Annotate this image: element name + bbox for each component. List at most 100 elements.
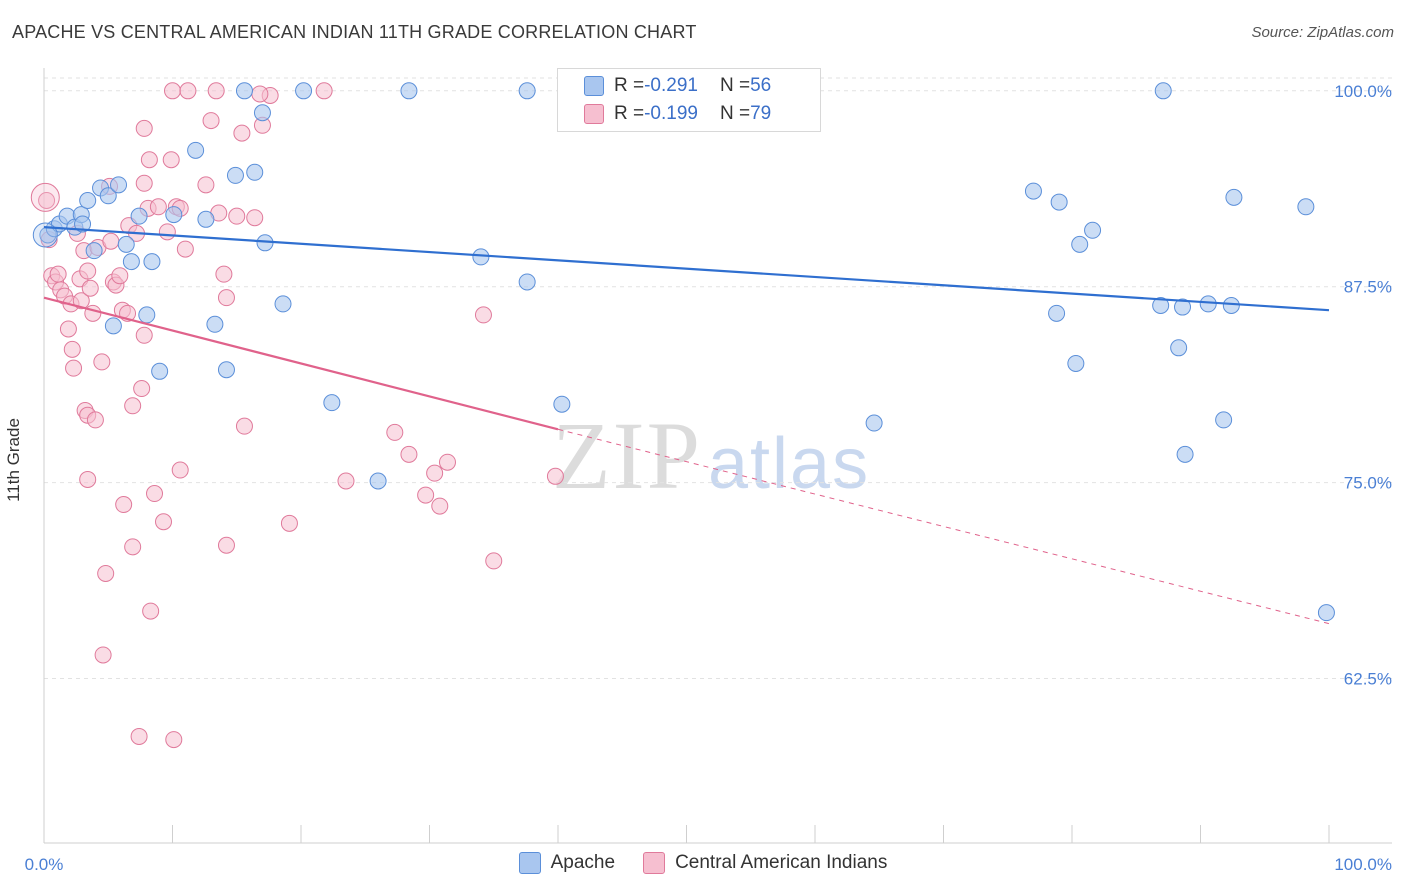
legend-apache-label: Apache	[550, 852, 616, 873]
cai-point	[217, 536, 235, 554]
apache-point	[138, 306, 156, 324]
apache-point	[1048, 304, 1066, 322]
cai-point	[474, 306, 492, 324]
y-tick-label: 100.0%	[1334, 82, 1392, 101]
legend-row-apache: R = -0.291 N = 56	[584, 73, 771, 99]
cai-point	[65, 359, 83, 377]
apache-point	[104, 317, 122, 335]
legend-apache-swatch	[518, 852, 541, 874]
apache-point	[79, 192, 97, 209]
apache-point	[246, 163, 264, 181]
legend-item-apache[interactable]: Apache	[518, 852, 616, 874]
cai-point	[135, 326, 153, 344]
source-credit: Source: ZipAtlas.com	[1251, 24, 1394, 41]
cai-point	[228, 207, 246, 225]
apache-n-label: N =	[719, 75, 751, 96]
cai-point	[86, 411, 104, 429]
cai-point	[233, 124, 251, 142]
cai-point	[124, 538, 142, 556]
apache-point	[1174, 298, 1192, 316]
cai-point	[217, 289, 235, 307]
apache-n-value: 56	[750, 75, 772, 96]
cai-point	[400, 445, 418, 463]
apache-r-label: R =	[614, 75, 645, 96]
cai-point	[79, 262, 97, 280]
cai-point	[111, 267, 129, 285]
apache-point	[369, 472, 387, 490]
apache-point	[99, 187, 117, 205]
x-tick-label: 0.0%	[25, 855, 64, 874]
apache-point	[274, 295, 292, 313]
apache-point	[295, 82, 313, 100]
cai-point	[155, 513, 173, 531]
cai-point	[485, 552, 503, 570]
apache-point	[1297, 198, 1315, 216]
cai-point	[149, 198, 167, 216]
apache-point	[1050, 193, 1068, 211]
apache-point	[323, 394, 341, 412]
apache-point	[518, 82, 536, 100]
apache-point	[151, 362, 169, 380]
cai-n-label: N =	[719, 103, 751, 124]
cai-point	[176, 240, 194, 258]
cai-point	[38, 192, 56, 209]
apache-point	[1215, 411, 1233, 429]
cai-point	[417, 486, 435, 504]
cai-point	[72, 292, 90, 310]
cai-point	[102, 232, 120, 250]
apache-point	[110, 176, 128, 194]
apache-trend-line	[43, 226, 1330, 312]
y-tick-label: 87.5%	[1344, 278, 1392, 297]
apache-point	[122, 253, 140, 271]
cai-point	[438, 453, 456, 471]
cai-point	[546, 467, 564, 485]
cai-point	[171, 461, 189, 479]
cai-point	[59, 320, 77, 338]
cai-point	[315, 82, 333, 100]
apache-point	[1225, 188, 1243, 206]
cai-point	[337, 472, 355, 490]
chart-title: APACHE VS CENTRAL AMERICAN INDIAN 11TH G…	[12, 22, 697, 42]
y-tick-label: 75.0%	[1344, 474, 1392, 493]
apache-point	[187, 141, 205, 159]
y-tick-label: 62.5%	[1344, 669, 1392, 688]
apache-point	[253, 104, 271, 122]
cai-r-value: -0.199	[644, 103, 698, 124]
apache-point	[1071, 235, 1089, 253]
x-tick-label: 100.0%	[1334, 855, 1392, 874]
cai-point	[207, 82, 225, 100]
cai-point	[135, 119, 153, 137]
apache-point	[518, 273, 536, 291]
cai-point	[158, 223, 176, 241]
cai-point	[431, 497, 449, 515]
apache-point	[217, 361, 235, 379]
apache-point	[1170, 339, 1188, 357]
apache-point	[1084, 221, 1102, 239]
apache-point	[165, 206, 183, 224]
cai-point	[130, 727, 148, 745]
apache-point	[206, 315, 224, 333]
cai-point	[197, 176, 215, 194]
cai-point	[142, 602, 160, 620]
cai-point	[165, 731, 183, 749]
cai-point	[386, 423, 404, 441]
apache-point	[235, 82, 253, 100]
legend-item-cai[interactable]: Central American Indians	[643, 852, 887, 874]
apache-point	[117, 235, 135, 253]
cai-n-value: 79	[750, 103, 772, 124]
cai-point	[146, 485, 164, 503]
cai-point	[97, 564, 115, 582]
cai-trend-line	[43, 296, 559, 431]
cai-point	[215, 265, 233, 283]
cai-point	[140, 151, 158, 169]
cai-point	[280, 514, 298, 532]
apache-point	[1199, 295, 1217, 313]
cai-point	[164, 82, 181, 100]
correlation-legend: R = -0.291 N = 56 R = -0.199 N = 79	[557, 68, 821, 132]
apache-point	[1176, 445, 1194, 463]
cai-point	[115, 496, 133, 514]
watermark: ZIPatlas	[552, 400, 870, 511]
cai-point	[135, 174, 153, 192]
cai-cluster-point	[30, 182, 60, 212]
